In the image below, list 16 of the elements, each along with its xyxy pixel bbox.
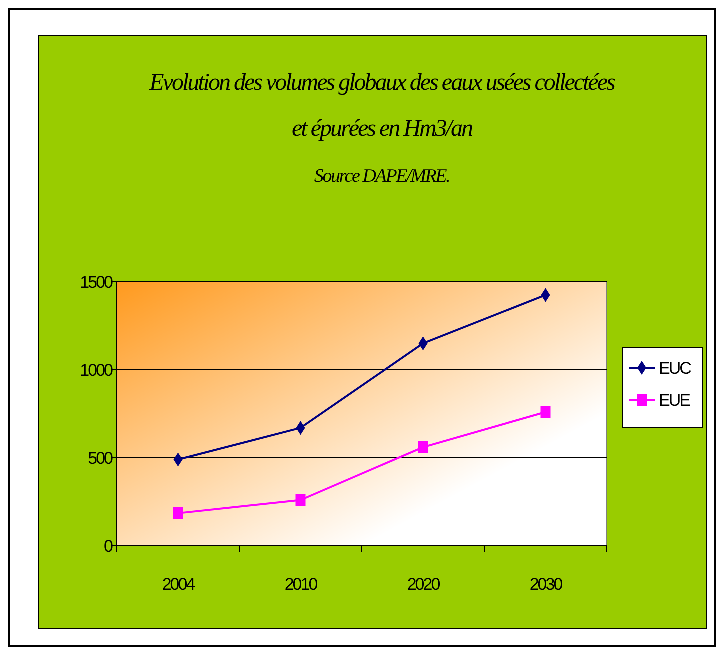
source-note: Source DAPE/MRE. — [314, 166, 450, 187]
point — [173, 507, 184, 520]
y-tick-label: 1500 — [80, 273, 114, 292]
x-tick-label: 2010 — [284, 575, 318, 594]
point — [296, 494, 306, 506]
point — [540, 406, 551, 418]
y-tick-label: 0 — [104, 537, 114, 556]
y-tick-label: 500 — [88, 449, 114, 468]
chart-title: Evolution des volumes globaux des eaux usées collectées et épurées en Hm3/an — [148, 70, 616, 142]
x-tick-label: 2030 — [530, 575, 563, 594]
x-tick-label: 2004 — [162, 575, 196, 594]
y-tick-label: 1000 — [80, 361, 114, 380]
legend-label: EUC — [659, 359, 692, 378]
x-tick-label: 2020 — [407, 575, 440, 594]
point — [418, 441, 428, 454]
legend-label: EUE — [659, 391, 691, 410]
